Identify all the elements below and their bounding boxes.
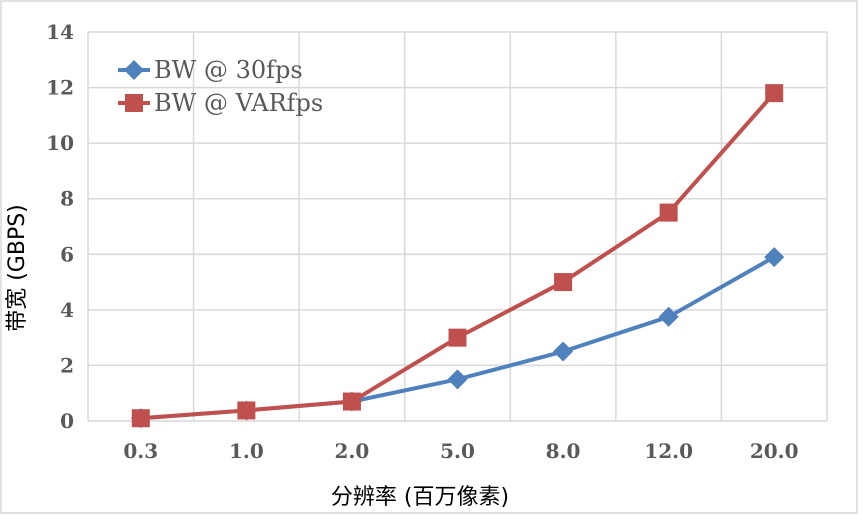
x-tick-label: 0.3 (123, 439, 158, 463)
data-point (554, 273, 573, 292)
x-tick-label: 2.0 (335, 439, 370, 463)
data-point (448, 328, 467, 347)
legend: BW @ 30fps BW @ VARfps (118, 56, 323, 117)
x-tick-label: 8.0 (546, 439, 581, 463)
series-2 (131, 84, 784, 428)
y-tick-label: 4 (60, 298, 74, 322)
legend-marker (125, 94, 143, 112)
data-point (553, 341, 574, 362)
legend-marker (124, 60, 144, 80)
legend-item: BW @ 30fps (118, 56, 303, 84)
x-tick-label: 20.0 (750, 439, 799, 463)
legend-label: BW @ 30fps (154, 56, 303, 84)
legend-item: BW @ VARfps (118, 89, 323, 117)
data-point (659, 203, 678, 222)
y-tick-label: 8 (60, 187, 74, 211)
y-axis-label: 带宽 (GBPS) (5, 204, 30, 332)
data-point (342, 392, 361, 411)
series-layer (130, 84, 785, 429)
x-tick-label: 12.0 (644, 439, 693, 463)
y-tick-label: 14 (46, 20, 74, 44)
x-axis-label: 分辨率 (百万像素) (331, 485, 509, 510)
data-point (765, 84, 784, 103)
data-point (447, 369, 468, 390)
x-tick-label: 5.0 (440, 439, 475, 463)
y-tick-label: 6 (60, 242, 74, 266)
legend-label: BW @ VARfps (154, 89, 323, 117)
y-tick-label: 0 (60, 409, 74, 433)
x-tick-labels: 0.3 1.0 2.0 5.0 8.0 12.0 20.0 (123, 439, 798, 463)
y-tick-label: 12 (46, 76, 74, 100)
data-point (131, 409, 150, 428)
data-point (237, 401, 256, 420)
y-tick-label: 2 (60, 353, 74, 377)
x-tick-label: 1.0 (229, 439, 264, 463)
y-tick-labels: 0 2 4 6 8 10 12 14 (46, 20, 74, 433)
y-tick-label: 10 (46, 131, 74, 155)
data-point (658, 306, 679, 327)
data-point (764, 247, 785, 268)
